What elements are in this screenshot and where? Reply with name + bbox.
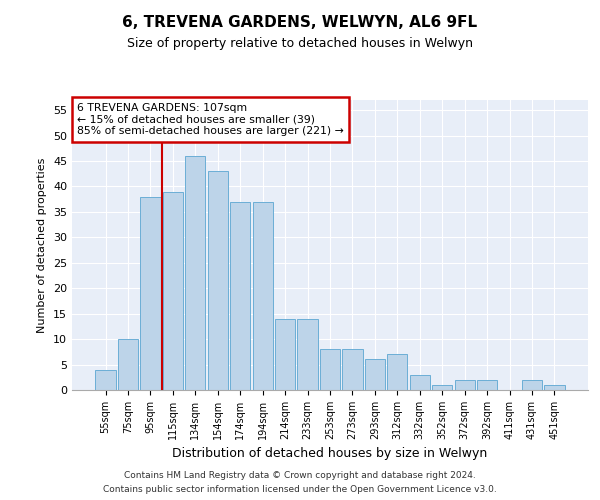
Bar xyxy=(410,374,430,390)
Text: 6, TREVENA GARDENS, WELWYN, AL6 9FL: 6, TREVENA GARDENS, WELWYN, AL6 9FL xyxy=(122,15,478,30)
Text: Size of property relative to detached houses in Welwyn: Size of property relative to detached ho… xyxy=(127,38,473,51)
Bar xyxy=(432,385,452,390)
Y-axis label: Number of detached properties: Number of detached properties xyxy=(37,158,47,332)
Bar xyxy=(275,319,295,390)
X-axis label: Distribution of detached houses by size in Welwyn: Distribution of detached houses by size … xyxy=(172,448,488,460)
Text: Contains public sector information licensed under the Open Government Licence v3: Contains public sector information licen… xyxy=(103,486,497,494)
Bar xyxy=(140,196,161,390)
Bar xyxy=(320,350,340,390)
Bar xyxy=(298,319,317,390)
Bar xyxy=(208,171,228,390)
Bar xyxy=(544,385,565,390)
Bar xyxy=(343,350,362,390)
Bar xyxy=(522,380,542,390)
Bar xyxy=(163,192,183,390)
Bar xyxy=(387,354,407,390)
Bar xyxy=(455,380,475,390)
Bar xyxy=(253,202,273,390)
Bar xyxy=(95,370,116,390)
Text: 6 TREVENA GARDENS: 107sqm
← 15% of detached houses are smaller (39)
85% of semi-: 6 TREVENA GARDENS: 107sqm ← 15% of detac… xyxy=(77,103,344,136)
Bar xyxy=(118,339,138,390)
Bar xyxy=(365,360,385,390)
Text: Contains HM Land Registry data © Crown copyright and database right 2024.: Contains HM Land Registry data © Crown c… xyxy=(124,470,476,480)
Bar xyxy=(230,202,250,390)
Bar xyxy=(477,380,497,390)
Bar xyxy=(185,156,205,390)
